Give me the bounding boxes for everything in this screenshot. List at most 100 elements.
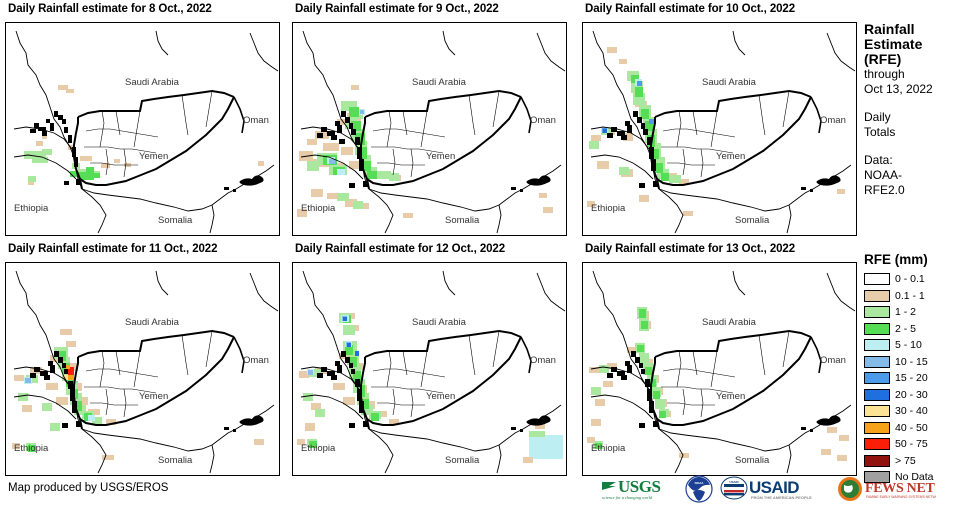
country-label-oman: Oman [530, 355, 556, 366]
sidebar-data-source-1: NOAA- [864, 168, 903, 182]
country-label-ethiopia: Ethiopia [14, 443, 49, 454]
sidebar-totals-label: Totals [864, 125, 896, 139]
legend-row: 50 - 75 [864, 436, 967, 452]
country-label-saudi-arabia: Saudi Arabia [702, 317, 757, 328]
legend-row: 30 - 40 [864, 403, 967, 419]
map-graphic-4: Saudi Arabia Oman Yemen Ethiopia Somalia [12, 270, 279, 474]
panel-title-6: Daily Rainfall estimate for 13 Oct., 202… [585, 243, 796, 255]
country-label-saudi-arabia: Saudi Arabia [412, 77, 467, 88]
map-frame-6[interactable]: Saudi Arabia Oman Yemen Ethiopia Somalia [582, 262, 857, 476]
legend-swatch [864, 289, 890, 302]
svg-text:FEWS NET: FEWS NET [865, 481, 936, 496]
country-label-saudi-arabia: Saudi Arabia [125, 77, 180, 88]
legend-swatch [864, 421, 890, 434]
country-label-yemen: Yemen [716, 391, 745, 402]
legend-label: 20 - 30 [895, 388, 928, 401]
country-label-somalia: Somalia [445, 455, 480, 466]
legend-row: 0 - 0.1 [864, 271, 967, 287]
sidebar-title-line3: (RFE) [864, 51, 902, 67]
map-frame-2[interactable]: Saudi Arabia Oman Yemen Ethiopia Somalia [292, 22, 567, 236]
legend-row: > 75 [864, 453, 967, 469]
usgs-logo: USGS science for a changing world [600, 474, 678, 504]
legend-label: 0.1 - 1 [895, 289, 925, 302]
country-label-ethiopia: Ethiopia [14, 203, 49, 214]
panel-title-5: Daily Rainfall estimate for 12 Oct., 202… [295, 243, 506, 255]
legend-label: 0 - 0.1 [895, 273, 925, 285]
panel-title-3: Daily Rainfall estimate for 10 Oct., 202… [585, 3, 796, 15]
legend-row: 1 - 2 [864, 304, 967, 320]
country-label-ethiopia: Ethiopia [301, 443, 336, 454]
legend-label: 1 - 2 [895, 306, 917, 318]
legend-swatch [864, 355, 890, 368]
legend-row: 2 - 5 [864, 321, 967, 337]
legend-swatch [864, 388, 890, 401]
country-label-saudi-arabia: Saudi Arabia [412, 317, 467, 328]
map-graphic-5: Saudi Arabia Oman Yemen Ethiopia Somalia [297, 270, 566, 474]
map-frame-5[interactable]: Saudi Arabia Oman Yemen Ethiopia Somalia [292, 262, 567, 476]
legend-swatch [864, 306, 890, 318]
legend-label: 5 - 10 [895, 339, 922, 351]
legend-row: 0.1 - 1 [864, 288, 967, 304]
map-frame-4[interactable]: Saudi Arabia Oman Yemen Ethiopia Somalia [5, 262, 280, 476]
legend-row: 10 - 15 [864, 354, 967, 370]
country-label-ethiopia: Ethiopia [591, 203, 626, 214]
sidebar-data-label: Data: [864, 153, 893, 167]
country-label-saudi-arabia: Saudi Arabia [125, 317, 180, 328]
country-label-yemen: Yemen [716, 151, 745, 162]
sidebar-title-line2: Estimate [864, 36, 923, 52]
map-credit: Map produced by USGS/EROS [8, 482, 169, 494]
country-label-somalia: Somalia [158, 455, 193, 466]
legend-row: 20 - 30 [864, 387, 967, 403]
map-graphic-1: Saudi Arabia Oman Yemen Ethiopia Somalia [13, 30, 279, 234]
legend-row: 5 - 10 [864, 337, 967, 353]
country-label-somalia: Somalia [735, 455, 770, 466]
svg-text:science for a changing world: science for a changing world [602, 495, 653, 500]
legend-label: 15 - 20 [895, 372, 928, 384]
legend-rows: 0 - 0.1 0.1 - 1 1 - 2 2 - 5 5 - 10 10 - 15 15 … [864, 271, 967, 485]
panel-title-2: Daily Rainfall estimate for 9 Oct., 2022 [295, 3, 499, 15]
country-label-ethiopia: Ethiopia [591, 443, 626, 454]
legend-swatch [864, 372, 890, 384]
legend-label: 10 - 15 [895, 355, 928, 368]
legend-sidebar: Rainfall Estimate (RFE) through Oct 13, … [864, 0, 967, 511]
sidebar-through-date: Oct 13, 2022 [864, 82, 933, 96]
legend-row: 15 - 20 [864, 370, 967, 386]
legend-label: 2 - 5 [895, 322, 917, 335]
map-frame-1[interactable]: Saudi Arabia Oman Yemen Ethiopia Somalia [5, 22, 280, 236]
country-label-yemen: Yemen [426, 391, 455, 402]
legend-swatch [864, 273, 890, 285]
country-label-oman: Oman [820, 355, 846, 366]
agency-logos: USGS science for a changing world NOAA U… [600, 474, 936, 504]
panel-title-1: Daily Rainfall estimate for 8 Oct., 2022 [8, 3, 212, 15]
sidebar-data-source-2: RFE2.0 [864, 183, 905, 197]
country-label-yemen: Yemen [426, 151, 455, 162]
country-label-somalia: Somalia [158, 215, 193, 226]
legend-swatch [864, 339, 890, 351]
legend-swatch [864, 322, 890, 335]
country-label-somalia: Somalia [445, 215, 480, 226]
svg-text:FROM THE AMERICAN PEOPLE: FROM THE AMERICAN PEOPLE [751, 495, 812, 500]
country-label-oman: Oman [243, 115, 269, 126]
legend-swatch [864, 438, 890, 450]
svg-text:USAID: USAID [729, 480, 739, 484]
legend-label: 30 - 40 [895, 405, 928, 417]
map-frame-3[interactable]: Saudi Arabia Oman Yemen Ethiopia Somalia [582, 22, 857, 236]
legend-label: No Data [895, 471, 934, 483]
legend-swatch [864, 471, 890, 483]
map-graphic-6: Saudi Arabia Oman Yemen Ethiopia Somalia [587, 270, 856, 474]
map-graphic-2: Saudi Arabia Oman Yemen Ethiopia Somalia [297, 30, 566, 234]
country-label-somalia: Somalia [735, 215, 770, 226]
svg-text:USAID: USAID [749, 478, 799, 497]
panel-title-4: Daily Rainfall estimate for 11 Oct., 202… [8, 243, 218, 255]
fews-net-logo: FEWS NET FAMINE EARLY WARNING SYSTEMS NE… [836, 474, 936, 504]
rfe-legend: RFE (mm) 0 - 0.1 0.1 - 1 1 - 2 2 - 5 5 - 10 1… [864, 252, 967, 486]
sidebar-title-line1: Rainfall [864, 21, 915, 37]
svg-text:FAMINE EARLY WARNING SYSTEMS N: FAMINE EARLY WARNING SYSTEMS NETWORK [866, 495, 936, 499]
country-label-oman: Oman [530, 115, 556, 126]
usaid-logo: USAID USAID FROM THE AMERICAN PEOPLE [720, 474, 830, 504]
legend-row: 40 - 50 [864, 420, 967, 436]
svg-text:NOAA: NOAA [695, 481, 705, 485]
legend-label: 50 - 75 [895, 438, 928, 450]
country-label-oman: Oman [820, 115, 846, 126]
legend-label: > 75 [895, 454, 916, 467]
